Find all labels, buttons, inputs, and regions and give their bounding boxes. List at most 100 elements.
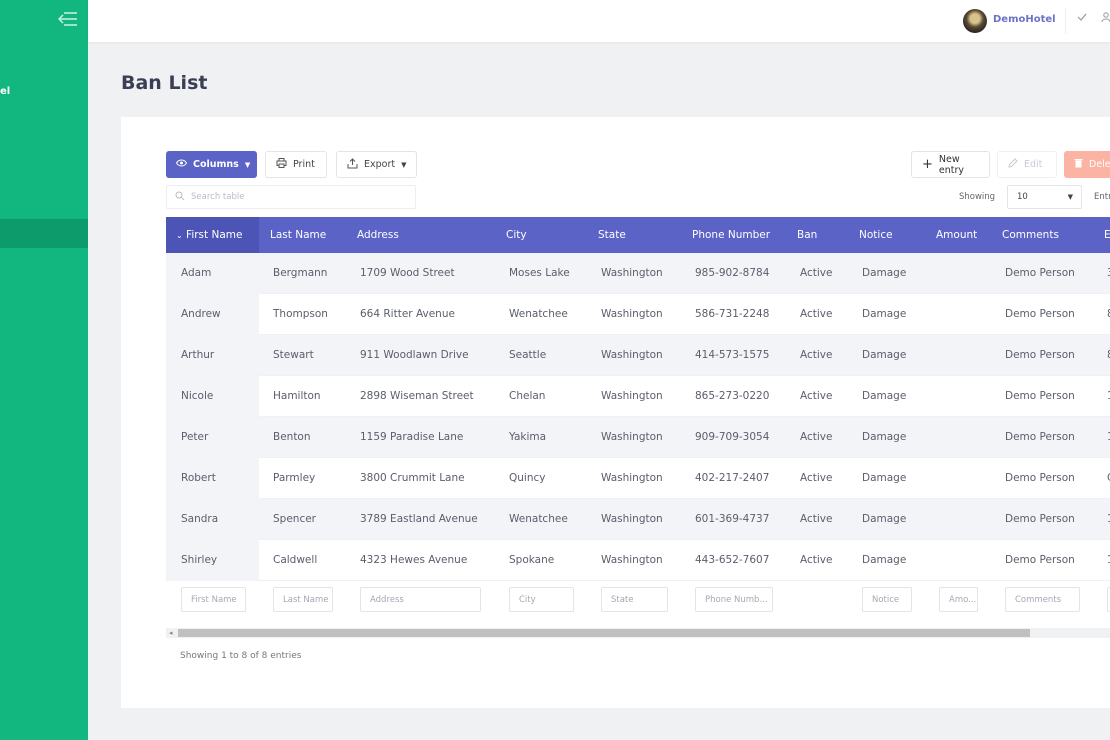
cell-address: 4323 Hewes Avenue <box>360 554 468 566</box>
table-info: Showing 1 to 8 of 8 entries <box>180 651 302 661</box>
scrollbar-thumb[interactable] <box>178 629 1030 637</box>
chevron-down-icon: ▼ <box>401 160 407 169</box>
filter-first-name[interactable] <box>181 587 246 612</box>
filter-phone-number[interactable] <box>695 587 773 612</box>
table-row[interactable]: Sandra Spencer 3789 Eastland Avenue Wenatch… <box>166 499 1110 540</box>
table-row[interactable]: Robert Parmley 3800 Crummit Lane Quincy Wash… <box>166 458 1110 499</box>
column-header-ban[interactable]: Ban <box>797 229 818 241</box>
upload-icon <box>347 157 358 172</box>
filter-last-name[interactable] <box>273 587 333 612</box>
export-label: Export <box>364 159 396 170</box>
cell-city: Quincy <box>509 472 546 484</box>
cell-city: Wenatchee <box>509 513 568 525</box>
cell-notice: Damage <box>862 472 907 484</box>
cell-address: 3789 Eastland Avenue <box>360 513 478 525</box>
columns-button[interactable]: Columns ▼ <box>166 151 257 178</box>
user-icon[interactable] <box>1101 12 1110 25</box>
table-row[interactable]: Adam Bergmann 1709 Wood Street Moses Lake Wa… <box>166 253 1110 294</box>
cell-ban: Active <box>800 308 833 320</box>
menu-collapse-icon[interactable] <box>57 12 78 28</box>
filter-address[interactable] <box>360 587 481 612</box>
cell-comments: Demo Person <box>1005 390 1075 402</box>
topbar: DemoHotel <box>88 0 1110 42</box>
table-row[interactable]: Peter Benton 1159 Paradise Lane Yakima Washi… <box>166 417 1110 458</box>
edit-label: Edit <box>1024 159 1043 170</box>
avatar[interactable] <box>963 9 987 33</box>
sidebar-item-active[interactable] <box>0 219 88 248</box>
trash-icon <box>1074 158 1083 171</box>
row-first-cell-bg <box>166 540 259 581</box>
search-box[interactable] <box>166 185 416 209</box>
cell-ban: Active <box>800 554 833 566</box>
row-first-cell-bg <box>166 376 259 417</box>
chevron-down-icon: ▼ <box>244 160 251 169</box>
cell-state: Washington <box>601 513 663 525</box>
column-header-amount[interactable]: Amount <box>936 229 978 241</box>
plus-icon: + <box>922 157 933 172</box>
cell-extra: 3 <box>1107 253 1110 294</box>
check-icon[interactable] <box>1077 12 1087 25</box>
page-size-select[interactable]: 10 ▼ <box>1007 185 1082 209</box>
cell-first-name: Robert <box>181 472 216 484</box>
cell-extra: 1 <box>1107 376 1110 417</box>
cell-address: 1709 Wood Street <box>360 267 455 279</box>
cell-first-name: Adam <box>181 267 212 279</box>
cell-phone-number: 402-217-2407 <box>695 472 770 484</box>
columns-label: Columns <box>193 159 239 170</box>
scroll-left-icon[interactable]: ◂ <box>169 629 173 637</box>
filter-city[interactable] <box>509 587 574 612</box>
cell-first-name: Peter <box>181 431 209 443</box>
column-header-state[interactable]: State <box>598 229 626 241</box>
column-header-comments[interactable]: Comments <box>1002 229 1059 241</box>
export-button[interactable]: Export ▼ <box>336 151 417 178</box>
divider <box>1065 8 1066 34</box>
row-first-cell-bg <box>166 335 259 376</box>
delete-button[interactable]: Dele <box>1064 151 1110 178</box>
cell-notice: Damage <box>862 431 907 443</box>
print-button[interactable]: Print <box>265 151 327 178</box>
cell-address: 1159 Paradise Lane <box>360 431 464 443</box>
filter-amount[interactable] <box>939 587 978 612</box>
cell-last-name: Bergmann <box>273 267 328 279</box>
filter-state[interactable] <box>601 587 668 612</box>
sidebar-brand-label: el <box>0 86 11 97</box>
pencil-icon <box>1008 158 1018 171</box>
cell-state: Washington <box>601 267 663 279</box>
table-header: ⌄ First Name Last Name Address City Stat… <box>166 217 1110 253</box>
row-first-cell-bg <box>166 458 259 499</box>
cell-last-name: Parmley <box>273 472 316 484</box>
cell-notice: Damage <box>862 554 907 566</box>
column-header-address[interactable]: Address <box>357 229 399 241</box>
cell-state: Washington <box>601 390 663 402</box>
filter-notice[interactable] <box>862 587 912 612</box>
filter-comments[interactable] <box>1005 587 1080 612</box>
cell-state: Washington <box>601 349 663 361</box>
table-row[interactable]: Nicole Hamilton 2898 Wiseman Street Chelan W… <box>166 376 1110 417</box>
new-entry-button[interactable]: + New entry <box>911 151 990 178</box>
row-first-cell-bg <box>166 294 259 335</box>
cell-city: Chelan <box>509 390 546 402</box>
row-first-cell-bg <box>166 253 259 294</box>
column-header-notice[interactable]: Notice <box>859 229 893 241</box>
column-header-extra[interactable]: E <box>1104 229 1110 241</box>
column-header-first-name[interactable]: ⌄ First Name <box>166 217 259 253</box>
edit-button[interactable]: Edit <box>997 151 1057 178</box>
cell-last-name: Caldwell <box>273 554 318 566</box>
table-row[interactable]: Andrew Thompson 664 Ritter Avenue Wenatchee… <box>166 294 1110 335</box>
horizontal-scrollbar[interactable]: ◂ <box>166 628 1110 638</box>
column-header-last-name[interactable]: Last Name <box>270 229 327 241</box>
hotel-name[interactable]: DemoHotel <box>993 14 1056 25</box>
cell-state: Washington <box>601 554 663 566</box>
cell-phone-number: 985-902-8784 <box>695 267 770 279</box>
search-input[interactable] <box>191 192 391 202</box>
page-title: Ban List <box>121 72 208 94</box>
table-row[interactable]: Shirley Caldwell 4323 Hewes Avenue Spokane W… <box>166 540 1110 581</box>
column-header-city[interactable]: City <box>506 229 527 241</box>
table-row[interactable]: Arthur Stewart 911 Woodlawn Drive Seattle Wa… <box>166 335 1110 376</box>
cell-city: Moses Lake <box>509 267 570 279</box>
filter-extra[interactable] <box>1107 587 1110 612</box>
cell-city: Wenatchee <box>509 308 568 320</box>
cell-last-name: Thompson <box>273 308 328 320</box>
cell-phone-number: 586-731-2248 <box>695 308 770 320</box>
column-header-phone-number[interactable]: Phone Number <box>692 229 771 241</box>
